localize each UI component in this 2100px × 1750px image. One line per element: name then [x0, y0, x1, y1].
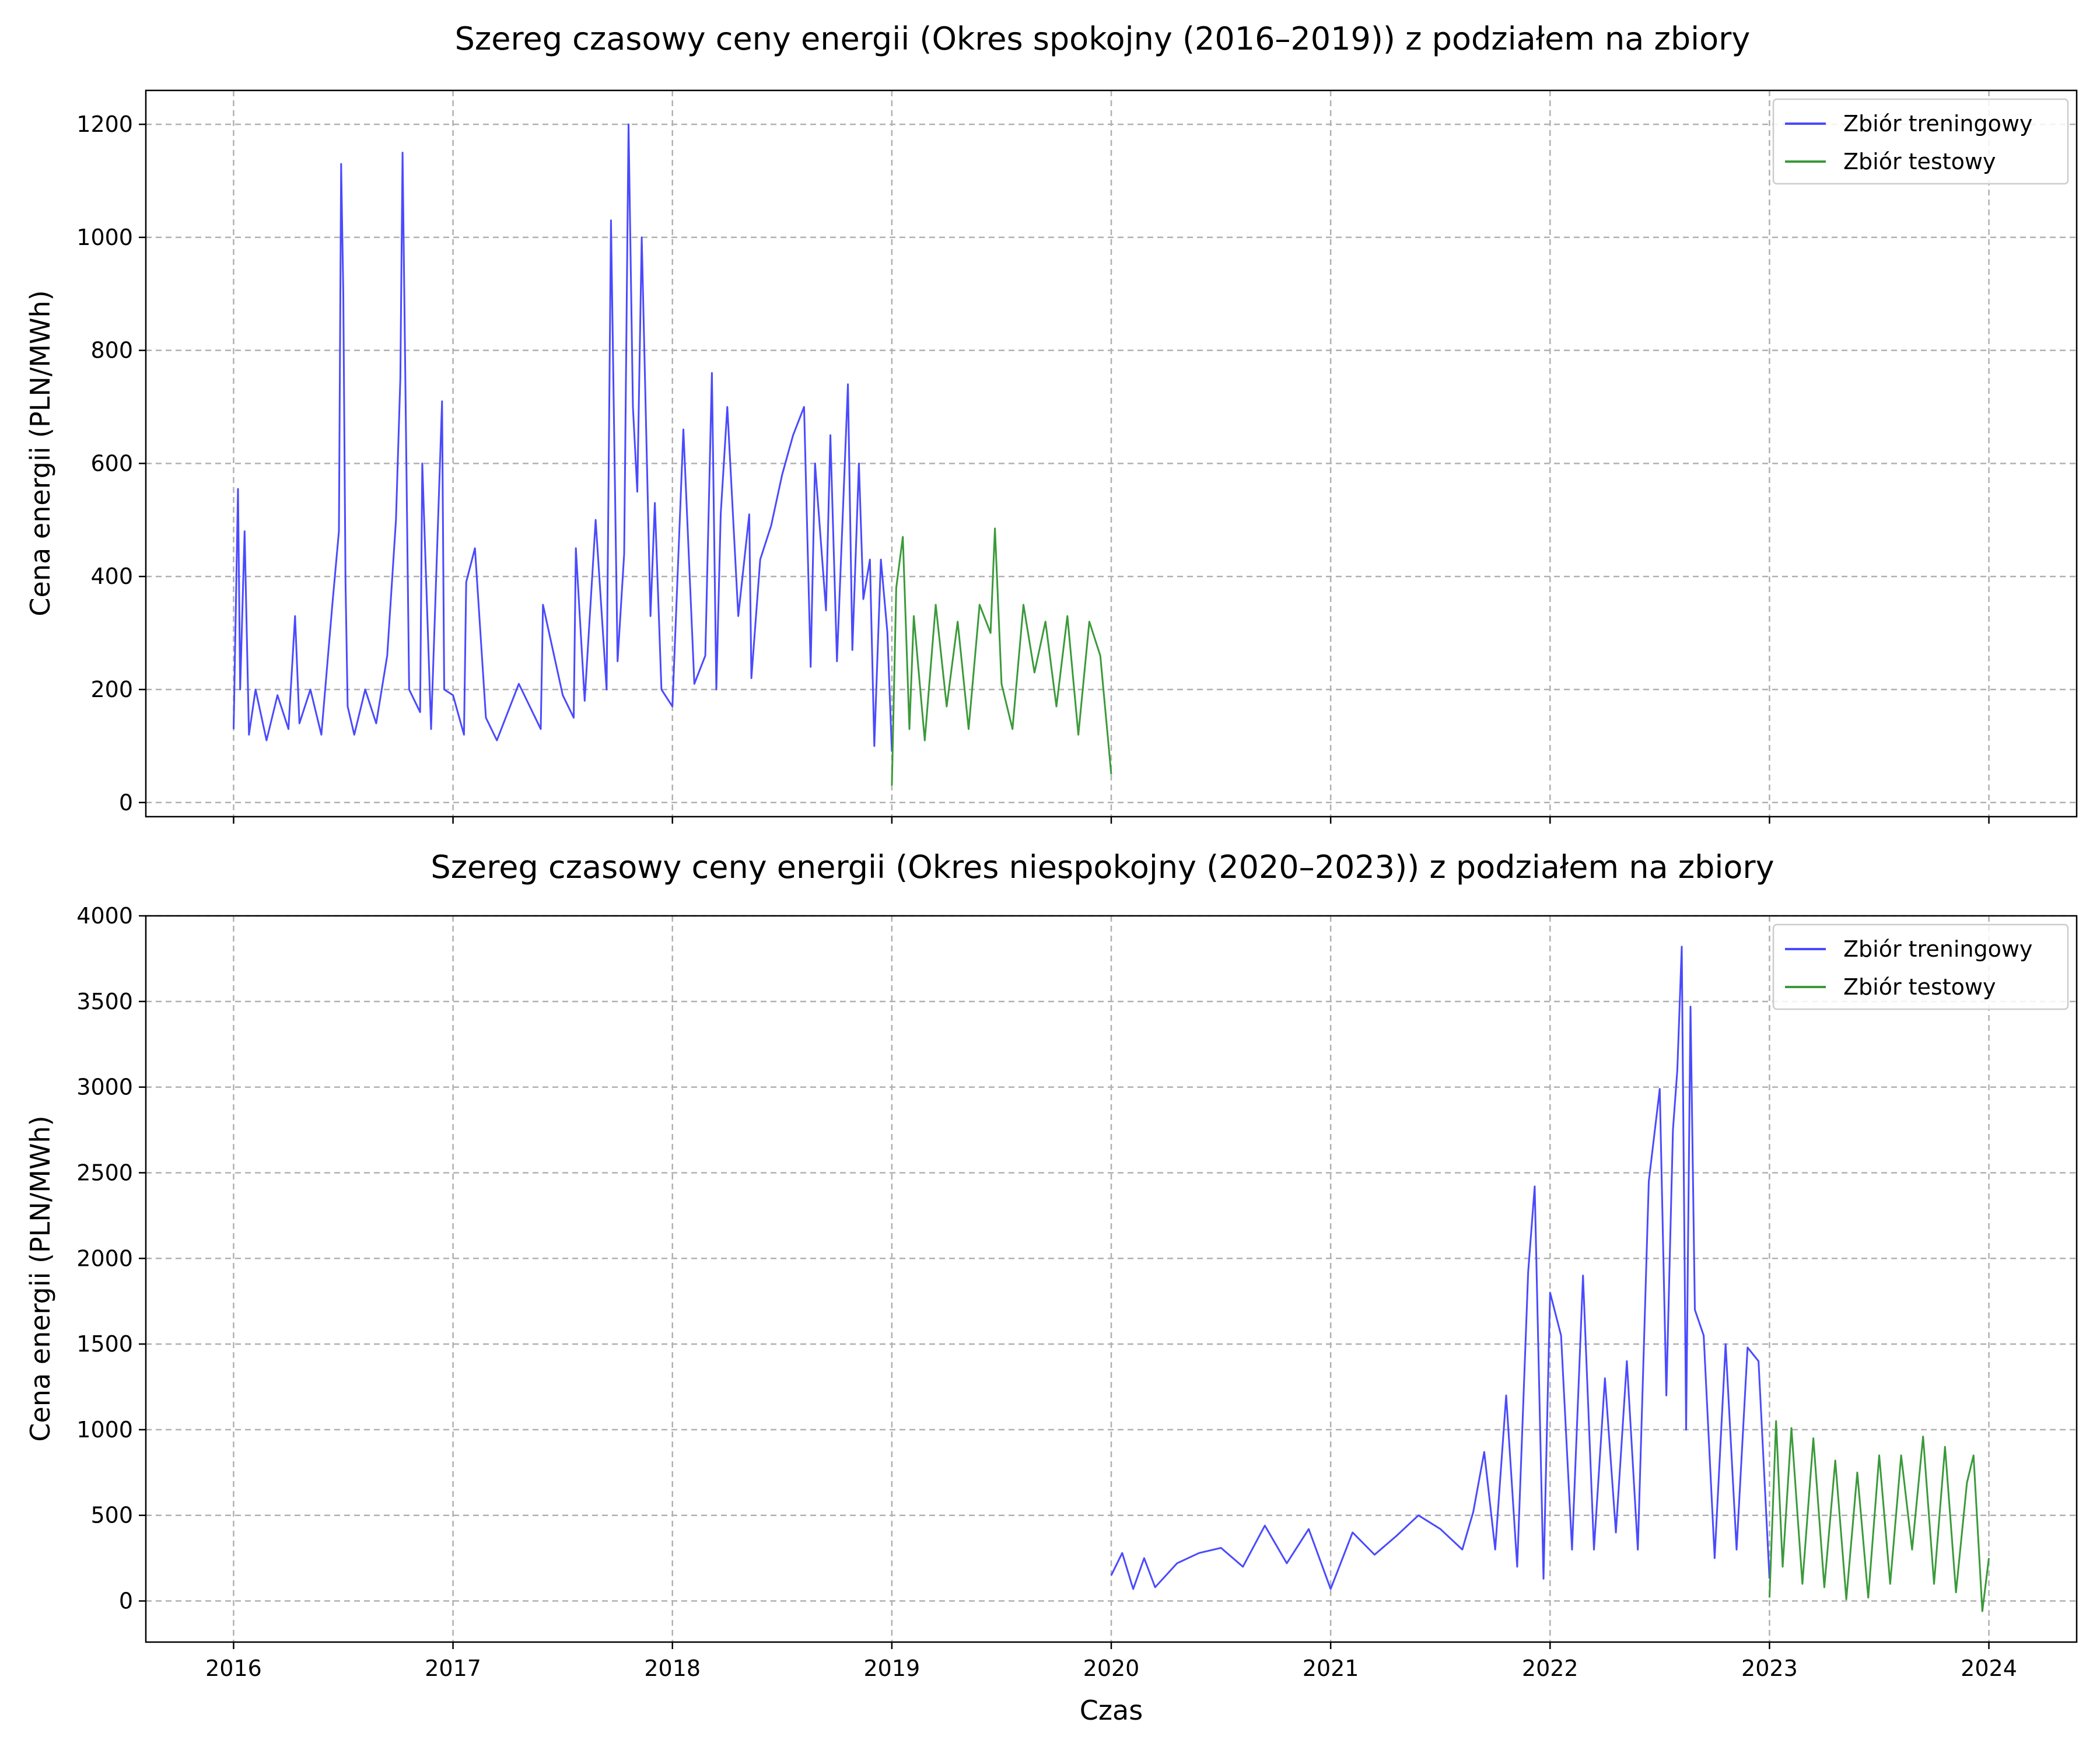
bottom-x-tick-label: 2018 [644, 1656, 701, 1681]
bottom-legend-train-label: Zbiór treningowy [1843, 936, 2032, 962]
top-legend: Zbiór treningowy Zbiór testowy [1772, 98, 2069, 185]
bottom-y-tick-label: 2000 [76, 1245, 133, 1271]
bottom-y-tick-label: 4000 [76, 903, 133, 929]
top-test-series-line [891, 527, 1112, 786]
bottom-test-series-line [1768, 1420, 1990, 1612]
bottom-y-tick-label: 3000 [76, 1074, 133, 1100]
bottom-x-axis-label: Czas [1080, 1695, 1143, 1726]
bottom-train-series-line [1110, 946, 1770, 1590]
bottom-y-tick-label: 3500 [76, 989, 133, 1014]
bottom-legend: Zbiór treningowy Zbiór testowy [1772, 923, 2069, 1010]
bottom-x-tick-label: 2023 [1741, 1656, 1798, 1681]
top-y-tick-label: 400 [90, 564, 133, 589]
top-y-tick-label: 800 [90, 338, 133, 363]
bottom-chart-title: Szereg czasowy ceny energii (Okres niesp… [430, 849, 1774, 886]
bottom-x-tick-label: 2017 [425, 1656, 481, 1681]
bottom-x-tick-label: 2022 [1522, 1656, 1578, 1681]
top-y-tick-label: 0 [119, 790, 133, 816]
bottom-y-tick-label: 500 [90, 1503, 133, 1528]
top-chart-panel: Szereg czasowy ceny energii (Okres spoko… [24, 20, 2078, 824]
bottom-y-tick-label: 1500 [76, 1331, 133, 1357]
top-y-tick-label: 200 [90, 677, 133, 702]
top-legend-test-label: Zbiór testowy [1843, 149, 1996, 174]
bottom-y-tick-label: 2500 [76, 1160, 133, 1185]
top-y-tick-label: 1200 [76, 111, 133, 137]
bottom-chart-panel: Szereg czasowy ceny energii (Okres niesp… [24, 849, 2078, 1726]
bottom-legend-box [1772, 923, 2069, 1010]
top-legend-box [1772, 98, 2069, 185]
bottom-y-tick-label: 1000 [76, 1417, 133, 1443]
bottom-y-axis-label: Cena energii (PLN/MWh) [24, 1115, 56, 1441]
bottom-x-tick-label: 2021 [1303, 1656, 1359, 1681]
top-y-axis-label: Cena energii (PLN/MWh) [24, 290, 56, 616]
bottom-x-tick-label: 2024 [1961, 1656, 2017, 1681]
top-legend-train-label: Zbiór treningowy [1843, 111, 2032, 136]
top-y-tick-label: 600 [90, 450, 133, 476]
bottom-x-tick-label: 2020 [1083, 1656, 1140, 1681]
top-train-series-line [233, 123, 893, 752]
top-y-tick-label: 1000 [76, 225, 133, 250]
bottom-x-tick-label: 2016 [205, 1656, 262, 1681]
bottom-y-tick-label: 0 [119, 1588, 133, 1614]
bottom-x-tick-label: 2019 [864, 1656, 921, 1681]
bottom-legend-test-label: Zbiór testowy [1843, 974, 1996, 1000]
top-chart-title: Szereg czasowy ceny energii (Okres spoko… [455, 20, 1751, 57]
